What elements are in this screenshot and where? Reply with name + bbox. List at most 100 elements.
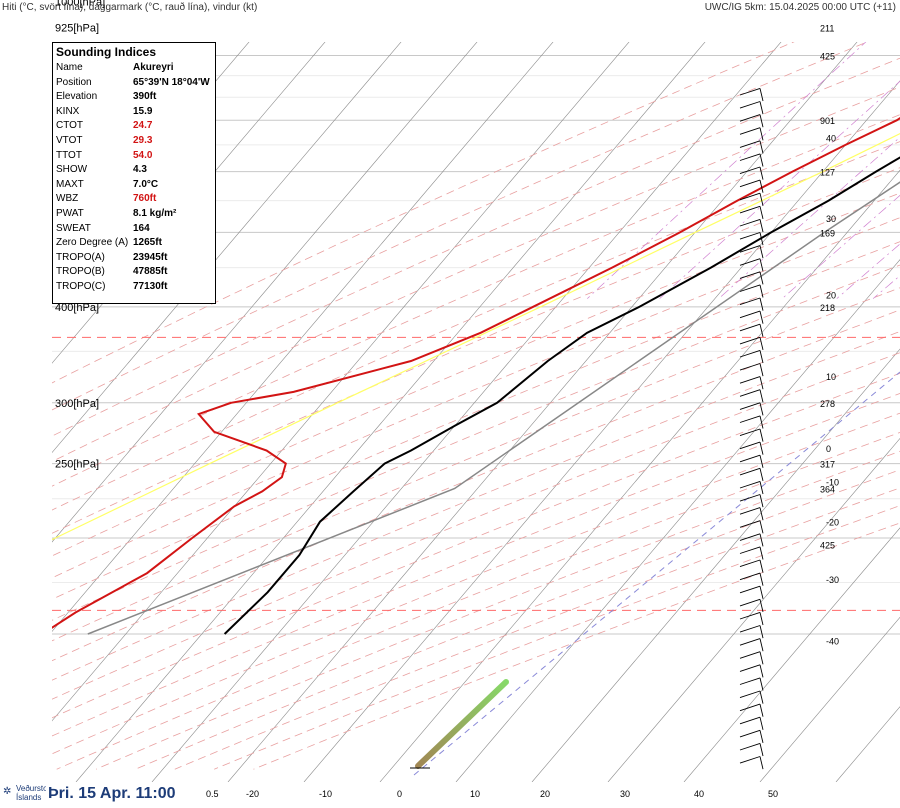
isotherm-label: -10 xyxy=(826,477,839,487)
indices-row: Elevation 390ft xyxy=(53,90,215,105)
isotherm-label: 10 xyxy=(826,372,836,382)
isotherm-line xyxy=(52,42,402,454)
barb-staff xyxy=(739,756,761,764)
wind-barb xyxy=(739,467,764,482)
barb-staff xyxy=(739,284,761,292)
wind-barb xyxy=(739,140,764,154)
bottom-temp-label: 10 xyxy=(470,789,480,799)
bottom-temp-label: 20 xyxy=(540,789,550,799)
mixing-ratio-line xyxy=(781,194,900,299)
barb-flag xyxy=(759,166,764,180)
height-label: 169 xyxy=(820,228,835,238)
wind-barb xyxy=(739,533,764,547)
barb-staff xyxy=(739,114,761,122)
wind-barb xyxy=(739,572,764,586)
wind-barb xyxy=(739,598,764,613)
pressure-label: 300[hPa] xyxy=(55,398,99,410)
wind-barb xyxy=(739,376,764,390)
dry-adiabat-line xyxy=(253,522,900,770)
isotherm-label: 20 xyxy=(826,291,836,301)
dry-adiabat-line xyxy=(52,241,900,600)
isotherm-line xyxy=(227,42,858,782)
barb-flag xyxy=(759,376,764,390)
indices-row: TTOT 54.0 xyxy=(53,149,215,164)
dry-adiabat-line xyxy=(52,217,900,579)
moist-adiabat-line xyxy=(52,132,900,541)
index-value: 15.9 xyxy=(133,105,153,117)
index-name: WBZ xyxy=(56,193,79,205)
wind-barb xyxy=(739,389,764,403)
barb-flag xyxy=(759,363,764,377)
index-name: TROPO(C) xyxy=(56,280,106,292)
wind-barb xyxy=(739,297,764,311)
barb-flag xyxy=(759,572,764,586)
index-name: TROPO(B) xyxy=(56,266,105,278)
wind-barb xyxy=(739,625,764,639)
barb-flag xyxy=(759,127,764,141)
indices-row: Position 65°39'N 18°04'W xyxy=(53,76,215,91)
wind-barb xyxy=(739,336,764,351)
height-label: 278 xyxy=(820,399,835,409)
barb-flag xyxy=(759,140,764,154)
barb-staff xyxy=(739,703,761,712)
index-name: SHOW xyxy=(56,164,88,176)
barb-flag xyxy=(759,193,764,206)
barb-staff xyxy=(739,467,761,476)
barb-staff xyxy=(739,101,761,109)
indices-row: TROPO(C) 77130ft xyxy=(53,280,215,295)
barb-staff xyxy=(739,716,761,725)
indices-row: Zero Degree (A) 1265ft xyxy=(53,236,215,251)
barb-staff xyxy=(739,638,761,646)
barb-flag xyxy=(759,258,764,272)
wind-barb xyxy=(739,166,764,180)
dry-adiabat-line xyxy=(95,450,900,770)
wind-barb xyxy=(739,611,764,626)
indices-row: WBZ 760ft xyxy=(53,192,215,207)
wind-barb xyxy=(739,729,764,744)
wind-barb xyxy=(739,402,764,416)
isotherm-line xyxy=(52,42,326,364)
wind-barb xyxy=(739,480,764,495)
barb-staff xyxy=(739,441,761,450)
barb-staff xyxy=(739,428,761,437)
barb-staff xyxy=(739,585,761,594)
barb-staff xyxy=(739,546,761,554)
isotherm-line xyxy=(759,616,900,782)
index-value: 54.0 xyxy=(133,149,153,161)
wind-barb xyxy=(739,690,764,704)
barb-staff xyxy=(739,651,761,659)
wind-barb xyxy=(739,323,764,337)
index-value: 65°39'N 18°04'W xyxy=(133,76,210,88)
barb-staff xyxy=(739,218,761,227)
barb-flag xyxy=(759,284,764,298)
barb-staff xyxy=(739,323,761,332)
wind-barb xyxy=(739,192,764,206)
isotherm-line xyxy=(52,42,478,543)
pressure-label: 925[hPa] xyxy=(55,22,99,34)
index-value: 1265ft xyxy=(133,237,162,249)
height-label: 364 xyxy=(820,485,835,495)
barb-staff xyxy=(739,559,761,568)
wind-barb xyxy=(739,638,764,652)
chart-legend-text: Hiti (°C, svört lína), daggarmark (°C, r… xyxy=(2,2,258,13)
dry-adiabat-line xyxy=(52,372,900,719)
barb-flag xyxy=(759,310,764,324)
isotherm-label: 40 xyxy=(826,133,836,143)
index-name: MAXT xyxy=(56,178,84,190)
mixing-ratio-line xyxy=(587,42,867,299)
wind-barb xyxy=(739,310,764,324)
model-run-text: UWC/IG 5km: 15.04.2025 00:00 UTC (+11) xyxy=(704,2,896,13)
index-name: Zero Degree (A) xyxy=(56,237,129,249)
indices-row: TROPO(B) 47885ft xyxy=(53,265,215,280)
barb-flag xyxy=(759,743,764,757)
barb-staff xyxy=(739,742,761,751)
indices-row: CTOT 24.7 xyxy=(53,119,215,134)
index-name: Elevation xyxy=(56,91,98,103)
isotherm-line xyxy=(835,706,900,782)
indices-row: SWEAT 164 xyxy=(53,222,215,237)
barb-flag xyxy=(759,533,764,547)
index-name: TROPO(A) xyxy=(56,251,105,263)
index-name: PWAT xyxy=(56,207,84,219)
bottom-temp-label: 50 xyxy=(768,789,778,799)
wind-barb xyxy=(739,664,764,678)
